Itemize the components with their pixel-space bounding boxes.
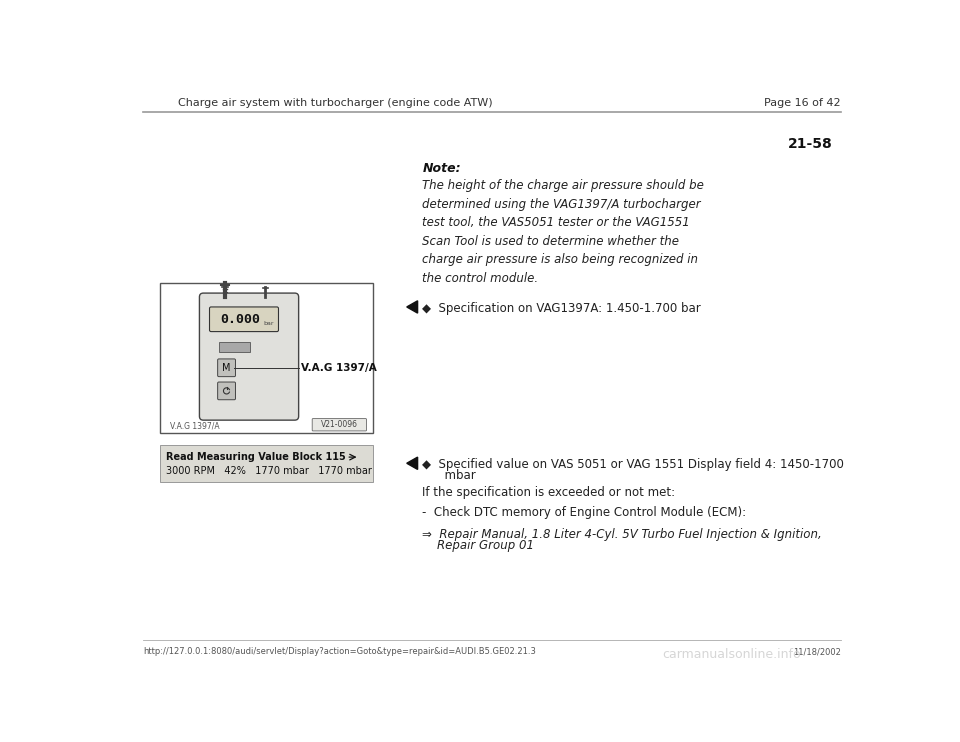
FancyBboxPatch shape <box>218 382 235 400</box>
Text: Read Measuring Value Block 115: Read Measuring Value Block 115 <box>166 453 347 462</box>
FancyBboxPatch shape <box>218 359 235 377</box>
Text: mbar: mbar <box>422 470 476 482</box>
Bar <box>160 283 373 433</box>
Text: If the specification is exceeded or not met:: If the specification is exceeded or not … <box>422 486 676 499</box>
Polygon shape <box>407 457 418 470</box>
Text: http://127.0.0.1:8080/audi/servlet/Display?action=Goto&type=repair&id=AUDI.B5.GE: http://127.0.0.1:8080/audi/servlet/Displ… <box>143 647 536 656</box>
Polygon shape <box>407 301 418 313</box>
Bar <box>160 444 373 482</box>
Text: The height of the charge air pressure should be
determined using the VAG1397/A t: The height of the charge air pressure sh… <box>422 179 704 285</box>
Text: -  Check DTC memory of Engine Control Module (ECM):: - Check DTC memory of Engine Control Mod… <box>422 506 746 519</box>
Text: V.A.G 1397/A: V.A.G 1397/A <box>170 421 219 430</box>
Text: 21-58: 21-58 <box>788 137 833 151</box>
Text: 0.000: 0.000 <box>221 313 260 326</box>
Text: bar: bar <box>263 321 274 326</box>
Text: ◆  Specified value on VAS 5051 or VAG 1551 Display field 4: 1450-1700: ◆ Specified value on VAS 5051 or VAG 155… <box>422 458 844 471</box>
Text: V.A.G 1397/A: V.A.G 1397/A <box>301 363 376 372</box>
Text: ⇒  Repair Manual, 1.8 Liter 4-Cyl. 5V Turbo Fuel Injection & Ignition,: ⇒ Repair Manual, 1.8 Liter 4-Cyl. 5V Tur… <box>422 528 822 541</box>
FancyBboxPatch shape <box>200 293 299 420</box>
Text: 11/18/2002: 11/18/2002 <box>793 647 841 656</box>
Text: Note:: Note: <box>422 162 461 175</box>
Text: M: M <box>223 363 230 372</box>
FancyBboxPatch shape <box>312 418 367 431</box>
Text: V21-0096: V21-0096 <box>321 420 358 430</box>
Text: Page 16 of 42: Page 16 of 42 <box>764 98 841 108</box>
Text: Charge air system with turbocharger (engine code ATW): Charge air system with turbocharger (eng… <box>179 98 492 108</box>
Bar <box>219 341 250 352</box>
Text: ◆  Specification on VAG1397A: 1.450-1.700 bar: ◆ Specification on VAG1397A: 1.450-1.700… <box>422 301 701 315</box>
Text: 3000 RPM   42%   1770 mbar   1770 mbar: 3000 RPM 42% 1770 mbar 1770 mbar <box>166 466 372 476</box>
Text: Repair Group 01: Repair Group 01 <box>422 539 535 553</box>
Text: carmanualsonline.info: carmanualsonline.info <box>662 648 802 661</box>
FancyBboxPatch shape <box>209 307 278 332</box>
